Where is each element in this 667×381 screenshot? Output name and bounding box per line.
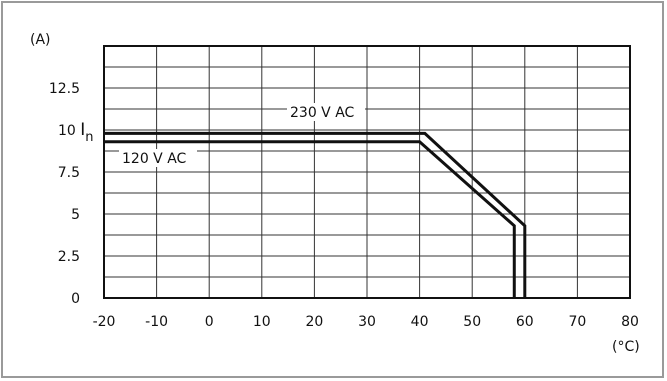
plot-border [103,45,631,299]
series-label-120v: 120 V AC [122,151,187,167]
x-axis-unit: (°C) [612,339,640,355]
y-tick-label: 12.5 [49,81,80,97]
x-tick-label: 10 [253,314,271,330]
y-tick-label: 2.5 [58,249,80,265]
x-tick-label: 30 [358,314,376,330]
series-label-background [287,103,365,121]
x-tick-label: 60 [516,314,534,330]
y-tick-label: 7.5 [58,165,80,181]
tick-labels: -20 -10 0 10 20 30 40 50 60 70 80 0 2.5 5 7.5 10 In 12.5 [49,81,639,330]
series-label-background [119,149,197,167]
series-layer: 230 V AC 120 V AC [104,103,527,298]
x-tick-label: 20 [305,314,323,330]
x-tick-label: -10 [145,314,168,330]
series-label-230v: 230 V AC [290,105,355,121]
series-line-120v [104,140,516,298]
x-tick-label: 40 [411,314,429,330]
x-tick-label: 50 [463,314,481,330]
y-tick-label: 10 In [58,120,94,145]
x-tick-label: -20 [93,314,116,330]
x-tick-label: 80 [621,314,639,330]
y-tick-label: 5 [71,207,80,223]
series-line-230v [104,131,527,298]
y-axis-unit: (A) [30,32,51,48]
x-tick-label: 70 [568,314,586,330]
x-tick-label: 0 [205,314,214,330]
y-tick-label: 0 [71,291,80,307]
grid [104,46,630,298]
